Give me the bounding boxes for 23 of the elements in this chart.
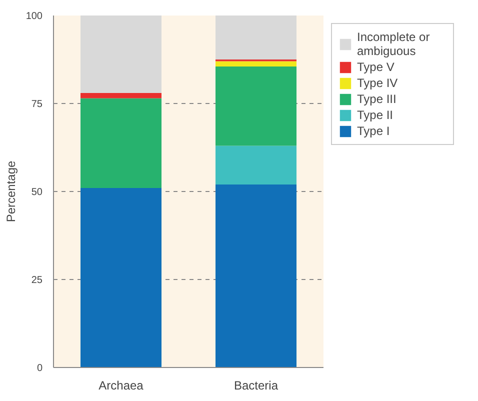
bar xyxy=(216,66,296,146)
legend-label: Type II xyxy=(357,108,394,122)
legend-label: Type I xyxy=(357,124,391,138)
legend-label: Type IV xyxy=(357,76,399,90)
y-tick-label: 25 xyxy=(31,275,43,286)
y-axis-title: Percentage xyxy=(4,160,18,222)
bar xyxy=(216,146,296,184)
y-tick-label: 50 xyxy=(31,187,43,198)
legend-label: Incomplete or ambiguous xyxy=(357,30,431,58)
x-tick-label: Bacteria xyxy=(234,378,278,392)
bar xyxy=(80,16,162,93)
bar xyxy=(216,16,296,60)
y-tick-label: 0 xyxy=(36,363,43,374)
y-tick-label: 100 xyxy=(26,11,43,22)
bar xyxy=(80,92,162,98)
legend-label: Type V xyxy=(357,60,396,74)
bar xyxy=(80,188,162,368)
bar xyxy=(216,184,296,368)
bar xyxy=(80,98,162,188)
y-tick-label: 75 xyxy=(31,99,43,110)
x-tick-label: Archaea xyxy=(98,378,144,392)
bar xyxy=(216,61,296,67)
legend-label: Type III xyxy=(357,92,398,106)
